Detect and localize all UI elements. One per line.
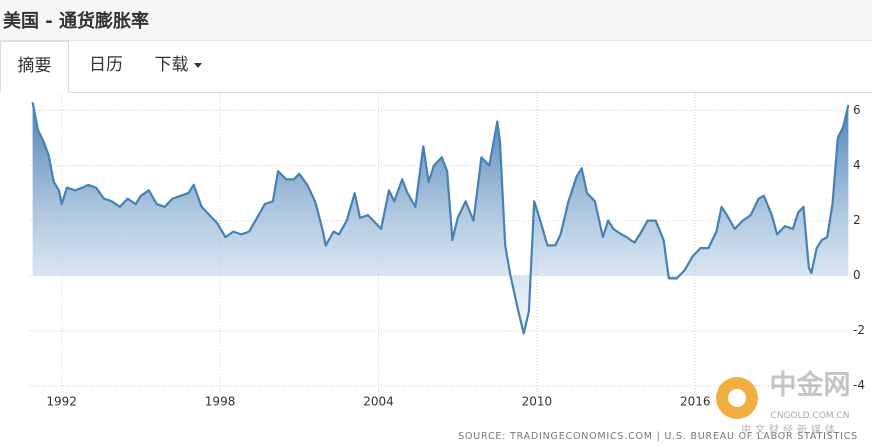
watermark-title: 中金网 — [770, 369, 851, 401]
tab-bar: 摘要 日历 下载 — [0, 41, 872, 93]
watermark: 中金网 CNGOLD.COM.CN 中文财经新媒体 — [716, 369, 851, 436]
x-tick-label: 2010 — [522, 395, 553, 409]
line — [31, 102, 850, 335]
tab-label: 下载 — [154, 55, 189, 75]
y-tick-label: 4 — [853, 158, 861, 172]
tab[interactable]: 摘要 — [0, 41, 69, 93]
y-tick-label: -4 — [853, 378, 865, 392]
x-tick-label: 2016 — [680, 395, 711, 409]
page-title: 美国 - 通货膨胀率 — [3, 11, 150, 32]
watermark-domain: CNGOLD.COM.CN — [771, 411, 850, 421]
x-tick-label: 2004 — [363, 395, 394, 409]
header: 美国 - 通货膨胀率 — [0, 0, 872, 41]
source-note: SOURCE: TRADINGECONOMICS.COM | U.S. BURE… — [458, 431, 858, 442]
x-tick-label: 1998 — [205, 395, 236, 409]
tab-dropdown[interactable]: 下载 — [142, 41, 214, 92]
y-tick-label: -2 — [853, 323, 865, 337]
x-tick-label: 1992 — [46, 395, 77, 409]
caret-icon — [193, 62, 202, 68]
y-tick-label: 2 — [853, 213, 861, 227]
y-tick-label: 6 — [853, 103, 861, 117]
y-tick-label: 0 — [853, 268, 861, 282]
watermark-logo — [728, 389, 746, 407]
area — [32, 102, 849, 334]
tab[interactable]: 日历 — [89, 55, 123, 75]
watermark-slogan: 中文财经新媒体 — [741, 423, 839, 436]
